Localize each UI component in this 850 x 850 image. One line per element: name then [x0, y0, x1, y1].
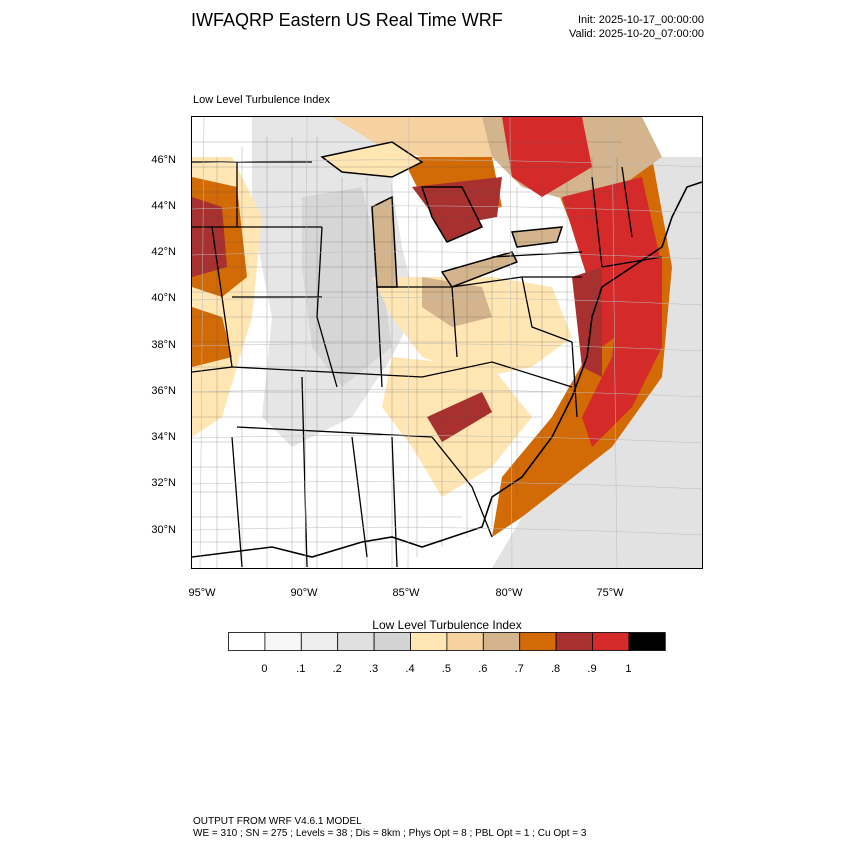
state-boundaries: [192, 161, 663, 568]
coastline: [192, 181, 702, 558]
map-canvas: [192, 117, 702, 568]
colorbar-swatch: [555, 632, 593, 651]
grey-region-ocean: [492, 157, 702, 568]
lat-label: 30°N: [151, 524, 176, 536]
tan-region-michigan: [422, 277, 492, 327]
red-region-canada: [502, 117, 592, 197]
grey-region-midwest: [302, 187, 392, 387]
colorbar: [228, 632, 666, 651]
colorbar-swatch: [228, 632, 266, 651]
lat-label: 34°N: [151, 431, 176, 443]
lon-label: 85°W: [392, 587, 420, 599]
lat-label: 32°N: [151, 477, 176, 489]
colorbar-swatch: [410, 632, 448, 651]
colorbar-swatch: [373, 632, 411, 651]
colorbar-swatch: [446, 632, 484, 651]
lat-label: 36°N: [151, 385, 176, 397]
lat-label: 42°N: [151, 246, 176, 258]
colorbar-tick-label: .5: [441, 663, 451, 675]
lon-label: 90°W: [290, 587, 318, 599]
lake-superior: [320, 141, 424, 178]
colorbar-tick-label: .7: [514, 663, 524, 675]
colorbar-swatch: [519, 632, 557, 651]
lat-label: 46°N: [151, 154, 176, 166]
lat-label: 38°N: [151, 339, 176, 351]
colorbar-title: Low Level Turbulence Index: [372, 618, 522, 632]
init-time: Init: 2025-10-17_00:00:00: [578, 14, 704, 26]
colorbar-tick-label: .9: [587, 663, 597, 675]
graticule: [192, 117, 702, 568]
valid-time: Valid: 2025-10-20_07:00:00: [569, 28, 704, 40]
colorbar-swatch: [337, 632, 375, 651]
colorbar-swatch: [300, 632, 339, 651]
darkred-region-chesapeake: [572, 267, 602, 377]
colorbar-tick-label: .2: [332, 663, 342, 675]
footer-model: OUTPUT FROM WRF V4.6.1 MODEL: [193, 816, 362, 827]
colorbar-tick-label: 1: [625, 663, 632, 675]
footer-config: WE = 310 ; SN = 275 ; Levels = 38 ; Dis …: [193, 828, 587, 839]
colorbar-swatch: [592, 632, 630, 651]
main-title: IWFAQRP Eastern US Real Time WRF: [191, 10, 503, 30]
colorbar-tick-label: .4: [405, 663, 415, 675]
colorbar-tick-label: .3: [369, 663, 379, 675]
colorbar-tick-label: .6: [478, 663, 488, 675]
red-region-atlantic: [582, 257, 662, 447]
lon-label: 75°W: [596, 587, 624, 599]
colorbar-tick-label: .1: [296, 663, 306, 675]
plot-title: Low Level Turbulence Index: [193, 94, 330, 106]
turbulence-map: [191, 116, 703, 569]
colorbar-tick-label: 0: [261, 663, 268, 675]
lat-label: 44°N: [151, 200, 176, 212]
colorbar-tick-label: .8: [551, 663, 561, 675]
colorbar-swatch: [264, 632, 302, 651]
lon-label: 95°W: [188, 587, 216, 599]
colorbar-swatch: [482, 632, 521, 651]
lon-label: 80°W: [495, 587, 523, 599]
colorbar-swatch: [628, 632, 666, 651]
lat-label: 40°N: [151, 292, 176, 304]
